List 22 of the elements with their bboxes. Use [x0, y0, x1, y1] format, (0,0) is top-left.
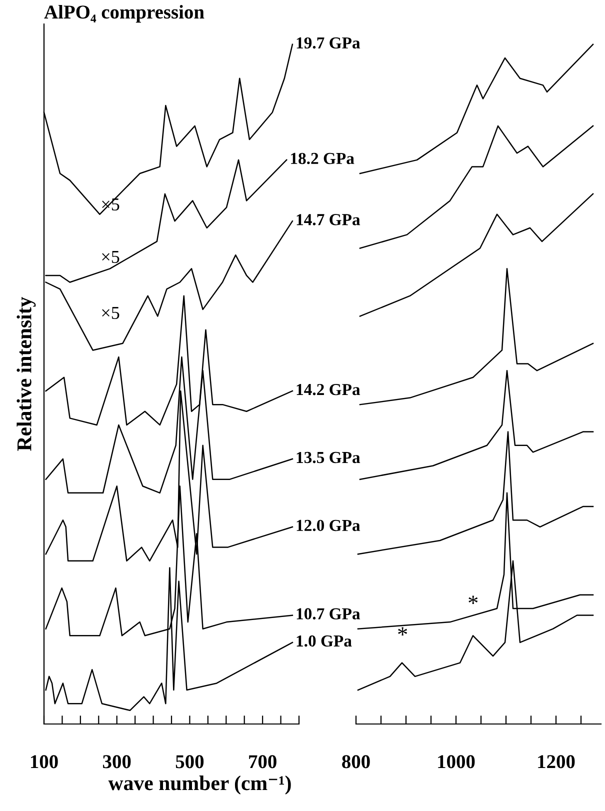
series-label: 1.0 GPa	[296, 635, 352, 647]
x-tick-label: 1000	[438, 755, 475, 768]
annotation: *	[468, 596, 478, 604]
annotation: *	[398, 627, 408, 636]
y-axis-title: Relative intensity	[16, 296, 36, 451]
series-label: 14.2 GPa	[296, 384, 360, 396]
x-tick-label: 1200	[538, 755, 575, 768]
x-tick-label: 300	[103, 755, 131, 768]
series-label: 18.2 GPa	[291, 152, 354, 164]
annotation: ×5	[102, 307, 120, 320]
x-tick-label: 700	[249, 755, 276, 768]
x-tick-label: 500	[176, 755, 204, 768]
chart-title: AlPO₄ compression	[44, 4, 204, 23]
annotation: ×5	[102, 251, 120, 264]
series-label: 14.7 GPa	[296, 214, 360, 226]
x-tick-label: 100	[30, 755, 58, 768]
series-label: 19.7 GPa	[296, 37, 360, 49]
x-tick-label: 800	[342, 755, 370, 768]
x-axis-title: wave number (cm⁻¹)	[108, 776, 291, 794]
series-label: 10.7 GPa	[296, 608, 360, 620]
series-label: 12.0 GPa	[296, 520, 360, 532]
series-label: 13.5 GPa	[296, 452, 360, 464]
